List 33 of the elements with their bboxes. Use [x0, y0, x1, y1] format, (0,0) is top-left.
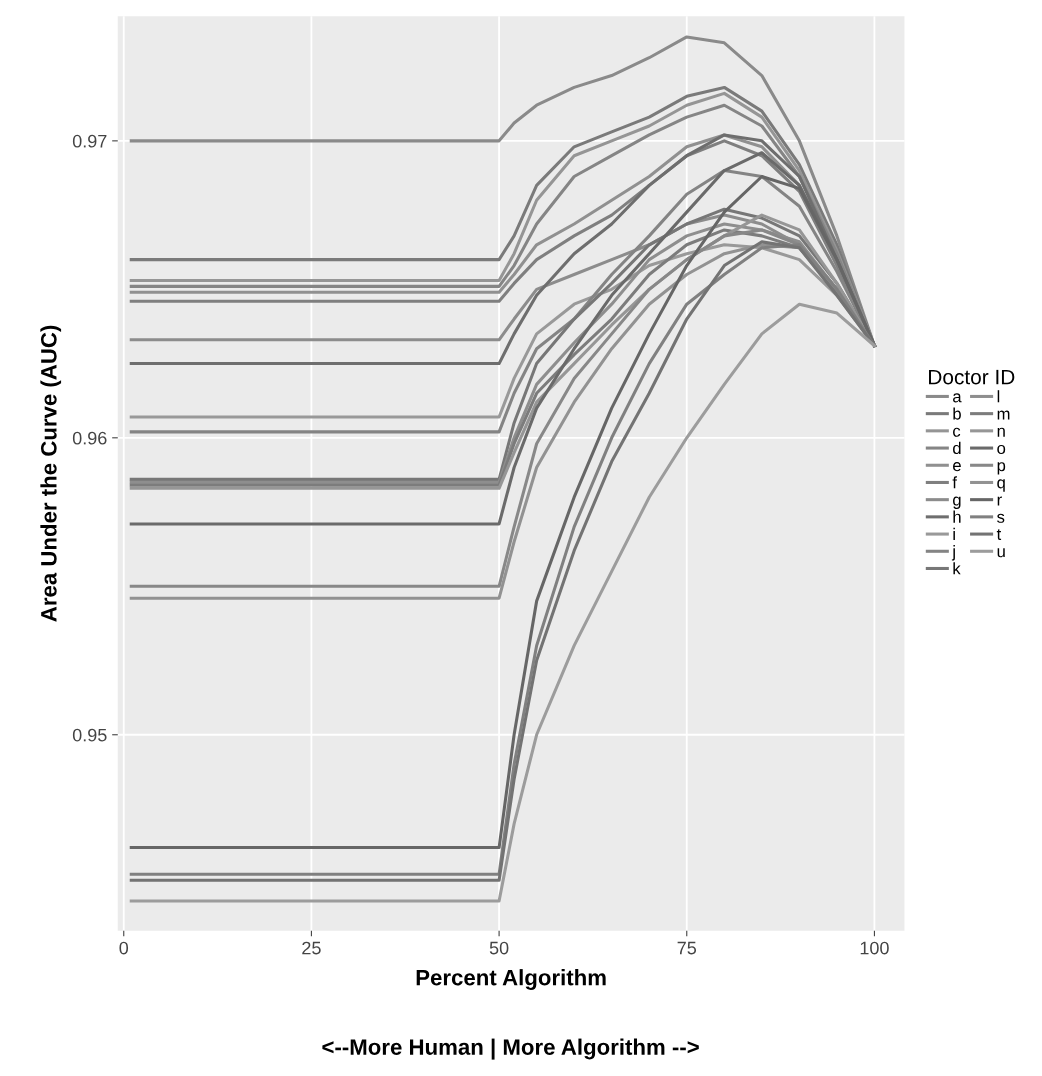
y-tick-label: 0.97	[72, 134, 107, 148]
legend-label: j	[951, 545, 955, 561]
text: <--More Human | More Algorithm -->	[322, 1038, 699, 1060]
legend-label: e	[953, 462, 961, 472]
legend-label: l	[997, 390, 1000, 403]
legend-label: i	[953, 527, 955, 540]
legend-label: p	[997, 462, 1006, 475]
x-tick-label: 0	[119, 941, 129, 955]
legend-label: f	[952, 476, 957, 489]
legend-label: o	[997, 444, 1006, 455]
y-tick-label: 0.95	[72, 728, 107, 742]
legend-label: r	[997, 496, 1002, 506]
legend-label: s	[997, 513, 1005, 523]
x-tick-label: 25	[302, 941, 321, 955]
legend-label: n	[997, 427, 1005, 437]
legend-label: t	[996, 529, 1002, 541]
legend-label: q	[997, 479, 1005, 492]
x-tick-label: 100	[860, 941, 889, 955]
legend-label: a	[953, 393, 962, 403]
legend-label: m	[997, 410, 1010, 420]
legend-label: u	[997, 548, 1005, 558]
legend-title: Doctor ID	[929, 369, 1015, 385]
legend-label: g	[953, 496, 961, 509]
legend-label: k	[953, 562, 961, 575]
legend-label: c	[953, 427, 961, 437]
y-axis-title: Area Under the Curve (AUC)	[40, 325, 62, 622]
legend-label: d	[953, 441, 961, 455]
legend-label: h	[953, 510, 961, 523]
x-tick-label: 75	[677, 941, 697, 955]
legend-label: b	[953, 407, 961, 420]
x-axis-title: Percent Algorithm	[416, 969, 606, 990]
y-tick-label: 0.96	[72, 431, 107, 445]
x-tick-label: 50	[489, 941, 509, 955]
